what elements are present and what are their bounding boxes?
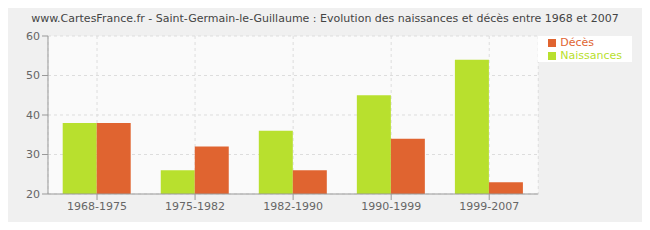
svg-text:60: 60	[26, 30, 40, 43]
html-text:Naissances: Naissances	[560, 49, 622, 62]
html-text:www.CartesFrance.fr - Saint-Ge: www.CartesFrance.fr - Saint-Germain-le-G…	[31, 12, 619, 25]
svg-text:1982-1990: 1982-1990	[263, 200, 323, 213]
svg-text:1999-2007: 1999-2007	[459, 200, 519, 213]
html-text:Décès: Décès	[560, 36, 594, 49]
svg-text:20: 20	[26, 188, 40, 201]
svg-text:30: 30	[26, 148, 40, 161]
svg-text:40: 40	[26, 109, 40, 122]
svg-text:1990-1999: 1990-1999	[361, 200, 421, 213]
svg-text:50: 50	[26, 69, 40, 82]
svg-text:1975-1982: 1975-1982	[165, 200, 225, 213]
svg-text:1968-1975: 1968-1975	[67, 200, 127, 213]
